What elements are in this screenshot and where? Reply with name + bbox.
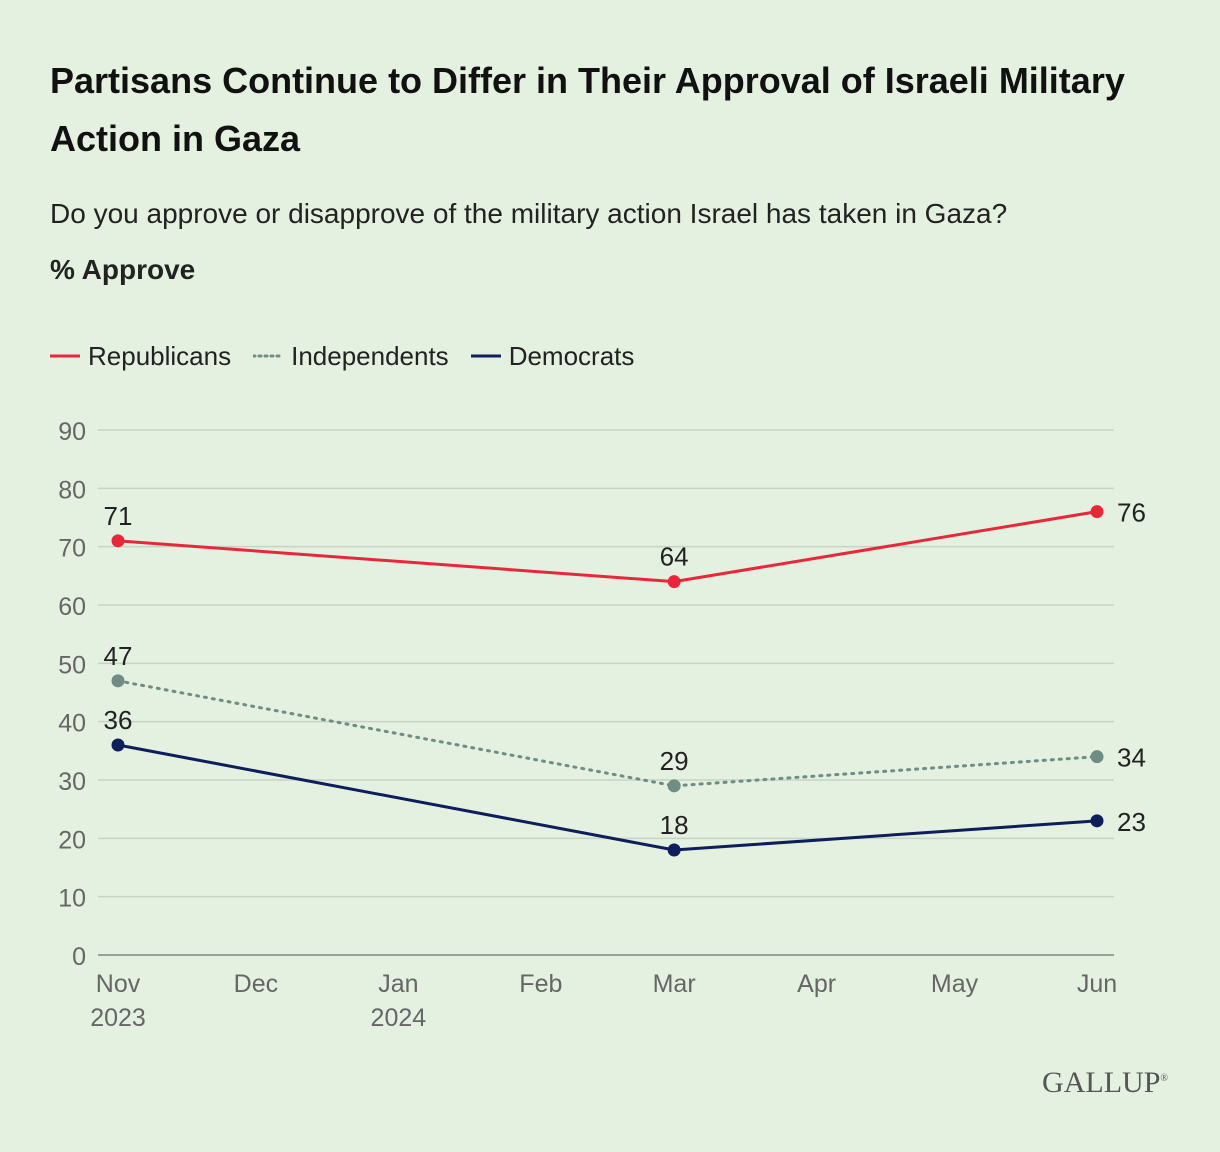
y-tick-label: 60 [58, 593, 86, 621]
x-tick-label: Feb [519, 970, 562, 998]
data-point-republicans [111, 534, 125, 548]
x-tick-label: Apr [797, 970, 836, 998]
legend-swatch-democrats [470, 354, 501, 358]
data-point-independents [667, 779, 681, 793]
data-label-republicans: 71 [104, 501, 133, 531]
chart-title: Partisans Continue to Differ in Their Ap… [50, 60, 1125, 159]
legend-label-republicans: Republicans [88, 340, 232, 371]
data-label-independents: 29 [660, 746, 689, 776]
y-tick-label: 30 [58, 768, 86, 796]
data-label-independents: 34 [1117, 743, 1146, 773]
data-point-democrats [111, 738, 125, 752]
x-tick-year-label: 2023 [90, 1004, 146, 1032]
x-tick-label: May [931, 970, 979, 998]
legend: Republicans Independents Democrats [50, 336, 656, 376]
x-tick-label: Nov [96, 970, 141, 998]
data-point-democrats [667, 843, 681, 857]
data-label-republicans: 64 [660, 542, 689, 572]
y-tick-label: 80 [58, 476, 86, 504]
y-tick-label: 0 [72, 943, 86, 971]
series-line-democrats [117, 743, 1098, 852]
line-chart: 0 10 20 30 40 50 60 70 80 90 Nov 2023 Dec Jan 2024 Feb M… [58, 418, 1146, 1032]
data-point-republicans [1090, 505, 1104, 519]
legend-label-independents: Independents [291, 340, 449, 371]
x-tick-label: Jun [1077, 970, 1117, 998]
data-point-republicans [667, 575, 681, 589]
data-point-independents [111, 674, 125, 688]
legend-label-democrats: Democrats [508, 340, 635, 371]
logo-text: GALLUP [1042, 1066, 1161, 1099]
y-tick-label: 10 [58, 885, 86, 913]
series-line-independents [116, 679, 1099, 788]
gallup-logo: GALLUP® [1042, 1066, 1168, 1099]
x-tick-year-label: 2024 [371, 1004, 427, 1032]
data-label-democrats: 36 [104, 705, 133, 735]
data-label-republicans: 76 [1117, 498, 1146, 528]
y-tick-label: 40 [58, 710, 86, 738]
x-tick-label: Dec [234, 970, 278, 998]
y-tick-label: 20 [58, 826, 86, 854]
y-tick-label: 50 [58, 651, 86, 679]
data-label-democrats: 23 [1117, 807, 1146, 837]
measure-label: % Approve [50, 254, 196, 285]
data-point-democrats [1090, 814, 1104, 828]
x-tick-label: Jan [378, 970, 418, 998]
legend-item-independents: Independents [253, 341, 449, 372]
chart-subtitle: Do you approve or disapprove of the mili… [50, 198, 1008, 229]
legend-item-republicans: Republicans [50, 341, 231, 372]
data-label-democrats: 18 [660, 810, 689, 840]
legend-swatch-republicans [50, 354, 80, 358]
data-label-independents: 47 [104, 641, 133, 671]
data-point-independents [1090, 750, 1104, 764]
x-tick-label: Mar [653, 970, 696, 998]
legend-item-democrats: Democrats [470, 340, 635, 372]
legend-swatch-independents [253, 354, 284, 358]
y-tick-label: 70 [58, 535, 86, 563]
y-tick-label: 90 [58, 418, 86, 446]
